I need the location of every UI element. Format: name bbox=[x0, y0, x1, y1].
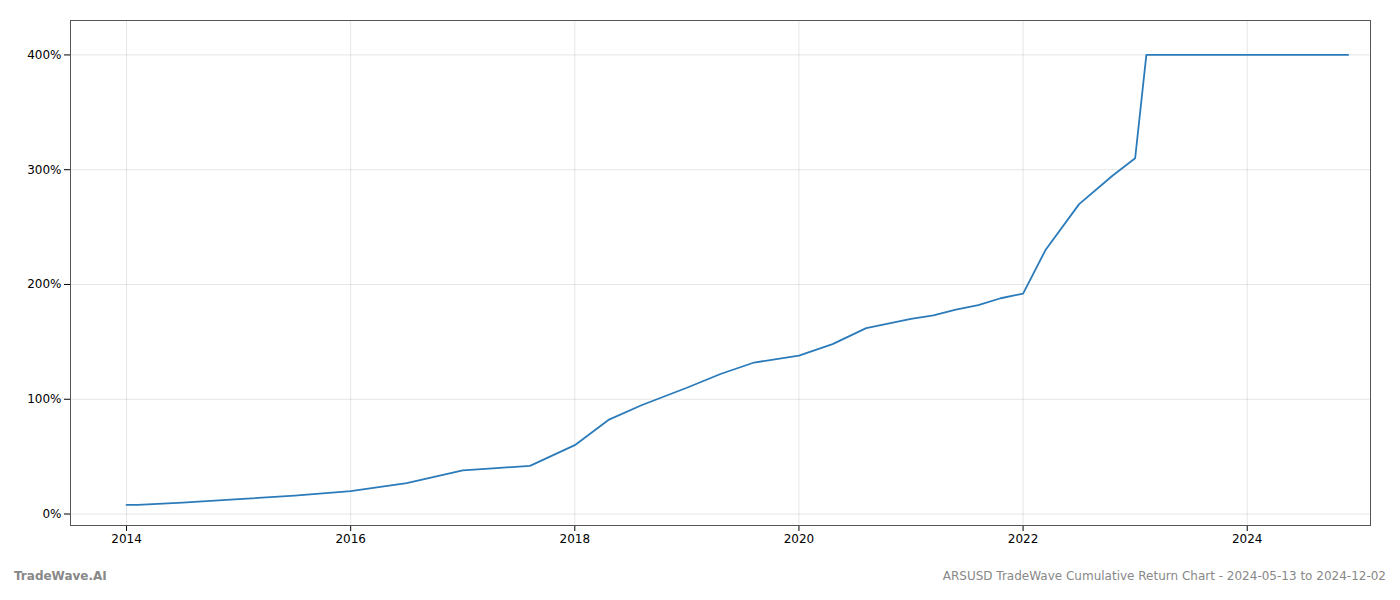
svg-text:200%: 200% bbox=[27, 277, 61, 291]
svg-text:2024: 2024 bbox=[1232, 532, 1263, 546]
svg-text:2020: 2020 bbox=[784, 532, 815, 546]
svg-text:2018: 2018 bbox=[560, 532, 591, 546]
svg-text:2022: 2022 bbox=[1008, 532, 1039, 546]
svg-text:400%: 400% bbox=[27, 48, 61, 62]
html-text:TradeWave.AI: TradeWave.AI bbox=[14, 569, 107, 583]
svg-text:0%: 0% bbox=[42, 507, 61, 521]
svg-text:2014: 2014 bbox=[111, 532, 142, 546]
svg-text:300%: 300% bbox=[27, 163, 61, 177]
html-text:ARSUSD TradeWave Cumulative Re: ARSUSD TradeWave Cumulative Return Chart… bbox=[942, 569, 1386, 583]
svg-text:100%: 100% bbox=[27, 392, 61, 406]
svg-text:2016: 2016 bbox=[335, 532, 366, 546]
